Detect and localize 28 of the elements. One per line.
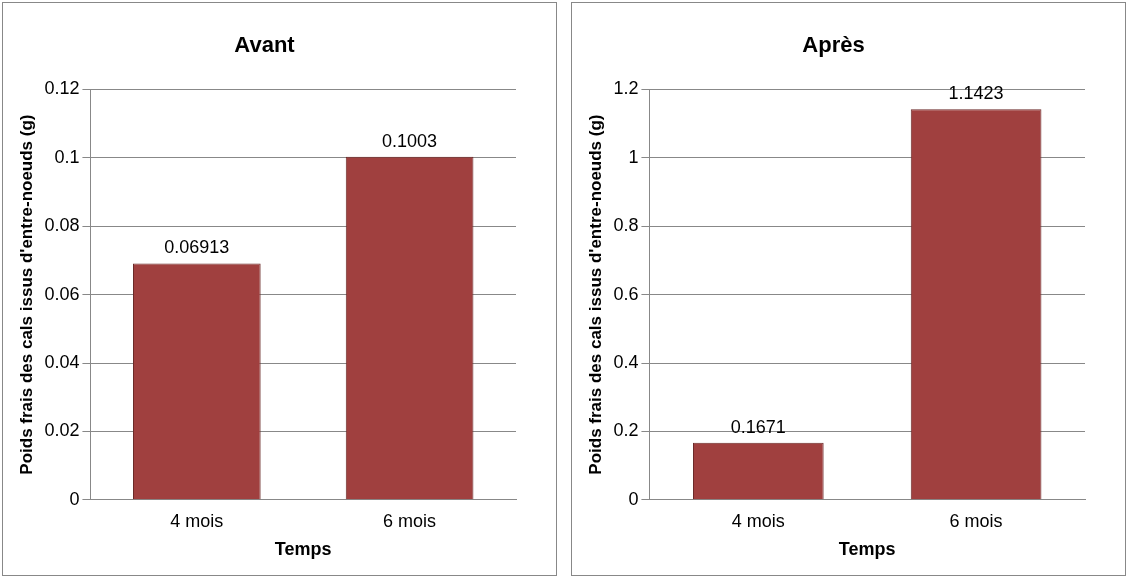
- y-tick-label: 0.06: [44, 283, 80, 304]
- y-tick-label: 0.04: [44, 351, 80, 372]
- data-label: 1.1423: [948, 83, 1004, 104]
- y-axis-title: Poids frais des cals issus d'entre-noeuds (g): [16, 114, 36, 475]
- chart-title: Avant: [234, 32, 296, 58]
- y-axis-title: Poids frais des cals issus d'entre-noeuds (g): [585, 114, 605, 475]
- y-tick-label: 0: [628, 488, 639, 509]
- x-tick-label: 6 mois: [949, 510, 1003, 531]
- chart-title: Après: [802, 32, 865, 58]
- y-tick-label: 0.6: [613, 283, 639, 304]
- x-tick-label: 6 mois: [383, 510, 437, 531]
- y-tick-label: 0.02: [44, 420, 80, 441]
- y-tick-label: 0: [69, 488, 80, 509]
- y-tick-label: 0.4: [613, 351, 639, 372]
- y-tick-label: 0.8: [613, 215, 639, 236]
- y-tick-label: 0.2: [613, 420, 639, 441]
- y-tick-label: 1.2: [613, 78, 639, 99]
- x-tick-label: 4 mois: [731, 510, 785, 531]
- x-axis-title: Temps: [274, 539, 332, 560]
- y-tick-label: 0.12: [44, 78, 80, 99]
- y-tick-label: 0.1: [54, 146, 80, 167]
- x-tick-label: 4 mois: [170, 510, 224, 531]
- x-axis-title: Temps: [838, 539, 896, 560]
- y-tick-label: 1: [628, 146, 639, 167]
- data-label: 0.1671: [730, 416, 786, 437]
- y-tick-label: 0.08: [44, 215, 80, 236]
- data-label: 0.1003: [382, 130, 438, 151]
- data-label: 0.06913: [164, 237, 230, 258]
